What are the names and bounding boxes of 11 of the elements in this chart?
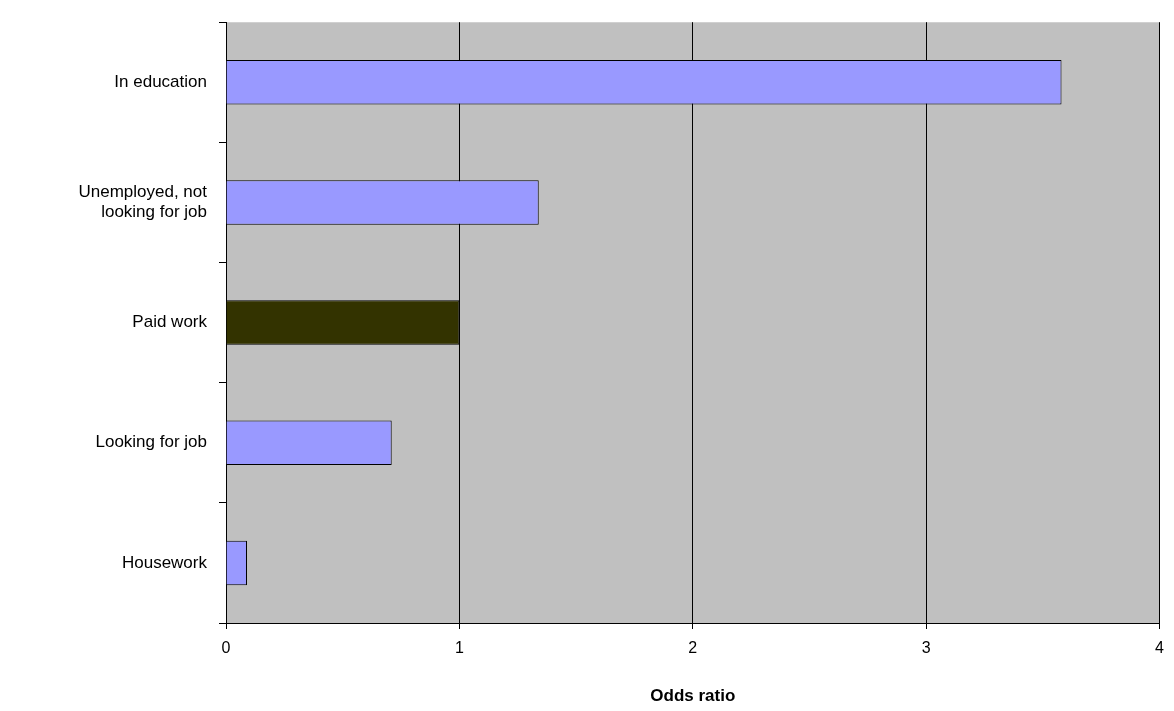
y-tick-label: Looking for job	[95, 432, 207, 452]
y-tick-label: Unemployed, not looking for job	[78, 181, 208, 222]
x-tick-label: 1	[454, 639, 464, 657]
y-tick-label: In education	[114, 71, 207, 91]
x-tick-label: 2	[688, 639, 698, 657]
x-tick-label: 0	[221, 639, 231, 657]
x-tick-label: 4	[1155, 639, 1165, 657]
x-axis-title: Odds ratio	[650, 686, 736, 706]
y-tick-label: Paid work	[132, 312, 208, 332]
y-tick-label: Housework	[121, 552, 208, 572]
x-tick-label: 3	[921, 639, 931, 657]
